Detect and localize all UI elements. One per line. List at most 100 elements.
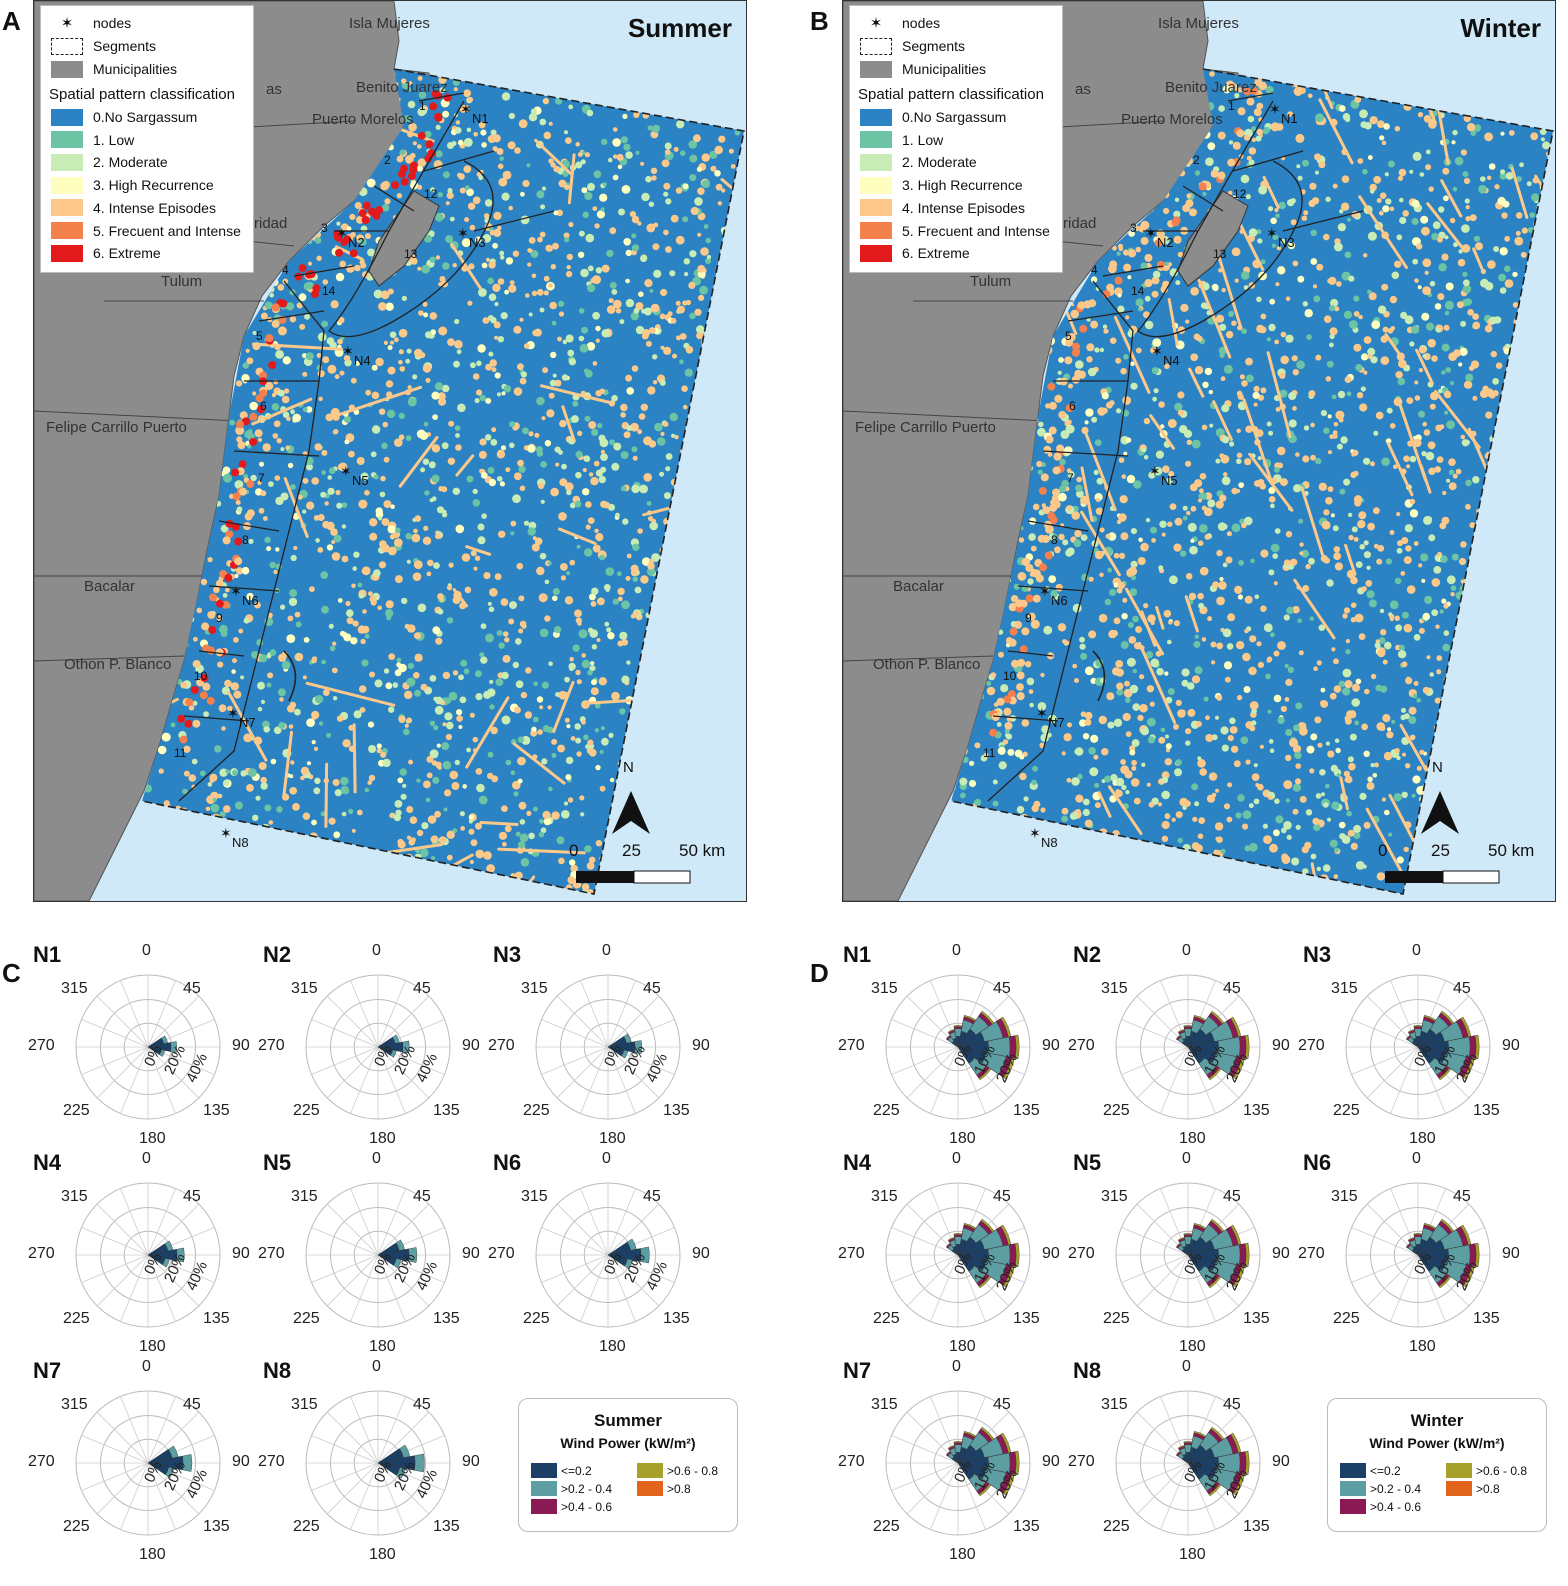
direction-label: 180 [599,1338,626,1355]
direction-label: 270 [258,1453,285,1470]
wind-bin-label: >0.8 [667,1481,691,1496]
place-label: Felipe Carrillo Puerto [46,419,187,436]
wind-rose-petal [607,1248,642,1262]
wind-rose-petal [147,1254,166,1265]
node-star-icon: ✶ [230,583,242,599]
direction-label: 270 [1298,1245,1325,1262]
direction-label: 0 [142,942,151,959]
class-swatch-icon [860,108,892,126]
direction-label: 90 [232,1245,250,1262]
wind-power-legend: Winter Wind Power (kW/m²) <=0.2 >0.2 - 0.4 >… [1327,1398,1547,1532]
wind-rose: N4 0 45 90 135 180 225 270 315 0% 20% 40% [28,1150,263,1360]
legend-municipalities-row: Municipalities [51,60,177,78]
direction-label: 225 [873,1518,900,1535]
direction-label: 270 [258,1037,285,1054]
wind-rose-chart [885,1390,1031,1536]
legend-class-label: 3. High Recurrence [93,177,214,194]
node-label: N8 [1041,835,1058,850]
place-label: Bacalar [84,578,135,595]
segment-number: 3 [1130,221,1137,235]
segment-number: 8 [1051,533,1058,547]
segment-number: 6 [1069,399,1076,413]
wind-bin-row: >0.4 - 0.6 [531,1499,612,1514]
rose-node-label: N5 [263,1150,292,1175]
direction-label: 225 [1103,1518,1130,1535]
direction-label: 90 [1042,1453,1060,1470]
direction-label: 270 [1068,1037,1095,1054]
wind-bin-swatch-icon [531,1499,557,1514]
legend-class-label: 3. High Recurrence [902,177,1023,194]
legend-class-row: 1. Low [860,131,943,149]
legend-class-row: 4. Intense Episodes [860,199,1025,217]
legend-class-row: 2. Moderate [51,153,168,171]
scale-label-50: 50 km [679,841,726,860]
direction-label: 315 [871,980,898,997]
node-star-icon: ✶ [1266,225,1278,241]
wind-bin-row: <=0.2 [1340,1463,1401,1478]
direction-label: 45 [1453,1188,1471,1205]
wind-rose-petal [955,1036,961,1048]
legend-class-row: 1. Low [51,131,134,149]
legend-nodes-row: ✶ nodes [860,14,940,32]
direction-label: 90 [1502,1245,1520,1262]
wind-bin-swatch-icon [1340,1499,1366,1514]
wind-bin-swatch-icon [1446,1481,1472,1496]
node-star-icon: ✶ [1039,583,1051,599]
wind-legend-season: Winter [1410,1411,1464,1430]
wind-rose: N4 0 45 90 135 180 225 270 315 0% 10% 20% [838,1150,1073,1360]
wind-rose-petal [607,1254,628,1267]
wind-rose-petal [1187,1046,1205,1064]
place-label: Othon P. Blanco [873,656,981,673]
direction-label: 45 [993,1188,1011,1205]
node-label: N3 [1278,235,1295,250]
wind-bin-label: >0.6 - 0.8 [1476,1463,1528,1478]
node-star-icon: ✶ [342,343,354,359]
direction-label: 90 [692,1037,710,1054]
wind-rose-petal [377,1462,401,1476]
node-label: N2 [1157,235,1174,250]
direction-label: 135 [663,1310,690,1327]
legend-class-label: 2. Moderate [93,154,168,171]
rose-node-label: N1 [33,942,62,967]
direction-label: 135 [203,1310,230,1327]
direction-label: 270 [488,1245,515,1262]
node-star-icon: ✶ [460,101,472,117]
legend-class-row: 5. Frecuent and Intense [51,222,241,240]
node-label: N4 [1163,353,1180,368]
direction-label: 45 [183,1396,201,1413]
direction-label: 135 [1473,1310,1500,1327]
segment-number: 11 [983,746,996,760]
direction-label: 180 [139,1546,166,1563]
class-swatch-icon [860,222,892,239]
rose-node-label: N3 [1303,942,1332,967]
place-label: Othon P. Blanco [64,656,172,673]
node-label: N7 [239,715,256,730]
place-label: ridad [1063,215,1097,232]
direction-label: 225 [873,1310,900,1327]
place-label: Benito Juarez [356,79,448,96]
study-area-outline [141,68,745,895]
node-label: N4 [354,353,371,368]
direction-label: 180 [949,1130,976,1147]
wind-rose: N1 0 45 90 135 180 225 270 315 0% 20% 40% [28,942,263,1152]
direction-label: 135 [1243,1102,1270,1119]
wind-bin-swatch-icon [637,1481,663,1496]
direction-label: 315 [61,980,88,997]
direction-label: 0 [372,942,381,959]
segment-number: 12 [1233,187,1247,201]
direction-label: 315 [1101,980,1128,997]
direction-label: 225 [293,1310,320,1327]
direction-label: 90 [462,1245,480,1262]
class-swatch-icon [860,176,892,194]
direction-label: 225 [63,1310,90,1327]
legend-label: nodes [93,15,132,31]
direction-label: 270 [838,1037,865,1054]
direction-label: 45 [183,980,201,997]
rose-node-label: N5 [1073,1150,1102,1175]
legend-class-label: 6. Extreme [902,245,970,262]
legend-class-label: 4. Intense Episodes [93,199,216,216]
segment-number: 14 [322,284,336,298]
wind-rose-petal [377,1248,410,1262]
panel-letter: C [2,958,21,988]
wind-rose-petal [1417,1046,1435,1064]
